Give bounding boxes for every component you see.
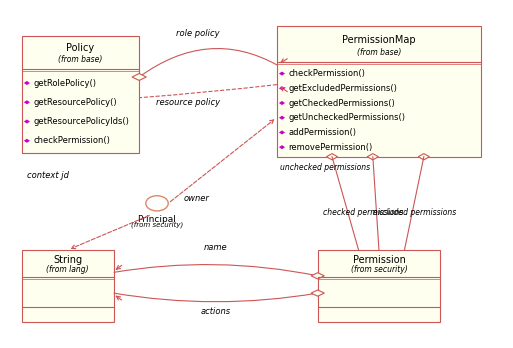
Bar <box>277 25 481 157</box>
Text: getExcludedPermissions(): getExcludedPermissions() <box>288 84 397 93</box>
Text: context jd: context jd <box>27 171 69 180</box>
Polygon shape <box>132 73 146 80</box>
Circle shape <box>146 196 168 211</box>
Text: (from lang): (from lang) <box>46 265 89 274</box>
Polygon shape <box>367 153 379 160</box>
Polygon shape <box>24 81 30 85</box>
Polygon shape <box>418 153 429 160</box>
Text: getRolePolicy(): getRolePolicy() <box>33 79 96 87</box>
Polygon shape <box>24 100 30 104</box>
Text: String: String <box>53 255 82 266</box>
Text: role policy: role policy <box>176 29 220 38</box>
Text: Policy: Policy <box>66 44 94 53</box>
Text: actions: actions <box>201 307 231 316</box>
Text: checkPermission(): checkPermission() <box>33 136 110 145</box>
Text: (from security): (from security) <box>350 265 407 274</box>
Polygon shape <box>326 153 338 160</box>
Text: unchecked permissions: unchecked permissions <box>280 163 370 172</box>
Text: Principal: Principal <box>137 215 176 224</box>
Bar <box>318 250 440 323</box>
Text: getResourcePolicy(): getResourcePolicy() <box>33 98 116 107</box>
Polygon shape <box>279 145 285 149</box>
Text: owner: owner <box>184 194 209 203</box>
Polygon shape <box>279 116 285 120</box>
Text: resource policy: resource policy <box>155 98 220 107</box>
Polygon shape <box>311 290 324 296</box>
Text: checked permissions: checked permissions <box>323 208 403 217</box>
Text: checkPermission(): checkPermission() <box>288 69 365 78</box>
Bar <box>22 250 114 323</box>
Text: (from base): (from base) <box>58 55 103 64</box>
Polygon shape <box>311 273 324 279</box>
Text: getResourcePolicyIds(): getResourcePolicyIds() <box>33 117 129 126</box>
Text: getCheckedPermissions(): getCheckedPermissions() <box>288 98 395 108</box>
Text: Permission: Permission <box>352 255 405 266</box>
Polygon shape <box>279 101 285 105</box>
Text: excluded permissions: excluded permissions <box>373 208 456 217</box>
Text: (from base): (from base) <box>357 47 401 56</box>
Text: name: name <box>204 243 227 252</box>
Polygon shape <box>24 139 30 143</box>
Polygon shape <box>279 71 285 76</box>
Text: getUncheckedPermissions(): getUncheckedPermissions() <box>288 113 405 122</box>
Text: addPermission(): addPermission() <box>288 128 356 137</box>
Polygon shape <box>279 86 285 90</box>
Text: (from security): (from security) <box>131 221 183 228</box>
Polygon shape <box>24 119 30 124</box>
Text: PermissionMap: PermissionMap <box>342 34 416 45</box>
Text: removePermission(): removePermission() <box>288 143 372 152</box>
Polygon shape <box>279 130 285 135</box>
Bar <box>22 36 139 153</box>
